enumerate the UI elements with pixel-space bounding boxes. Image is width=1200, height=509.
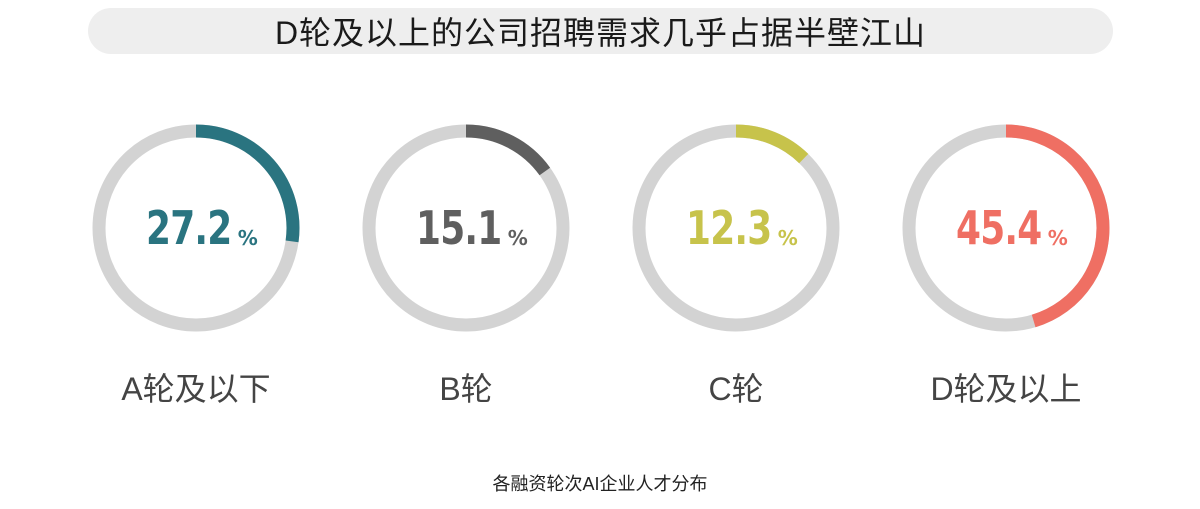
category-label: A轮及以下 [121,371,271,407]
donut-value-label: 45.4% [898,120,1114,336]
chart-title: D轮及以上的公司招聘需求几乎占据半壁江山 [274,15,927,51]
donut-svg [92,124,300,332]
donut-value-number: 27.2 [146,201,232,255]
donut-value-number: 45.4 [956,201,1042,255]
donut-4: 45.4% [898,120,1114,336]
chart-caption: 各融资轮次AI企业人才分布 [492,474,708,494]
donut-value-number: 12.3 [686,201,772,255]
donut-value-percent: % [237,226,258,250]
donut-value-number: 15.1 [416,201,502,255]
donut-arc-3 [735,124,809,164]
donut-value-percent: % [507,226,528,250]
donut-svg [902,124,1110,332]
category-label: B轮 [439,371,493,407]
donut-arc-1 [195,124,300,243]
donut-2: 15.1% [358,120,574,336]
donut-value-percent: % [777,226,798,250]
category-label: C轮 [708,371,764,407]
donut-value-label: 15.1% [358,120,574,336]
donut-svg [632,124,840,332]
category-label: D轮及以上 [930,371,1082,407]
donut-value-percent: % [1047,226,1068,250]
donut-value-label: 12.3% [628,120,844,336]
donut-1: 27.2% [88,120,304,336]
donut-svg [362,124,570,332]
donut-arc-2 [465,124,551,176]
title-banner: D轮及以上的公司招聘需求几乎占据半壁江山 [88,8,1113,54]
donut-value-label: 27.2% [88,120,304,336]
donut-arc-4 [1005,124,1110,328]
donut-3: 12.3% [628,120,844,336]
